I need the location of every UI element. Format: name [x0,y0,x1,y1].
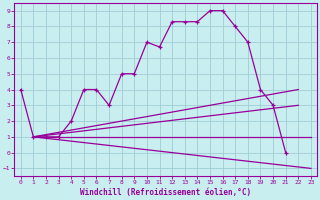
X-axis label: Windchill (Refroidissement éolien,°C): Windchill (Refroidissement éolien,°C) [80,188,252,197]
